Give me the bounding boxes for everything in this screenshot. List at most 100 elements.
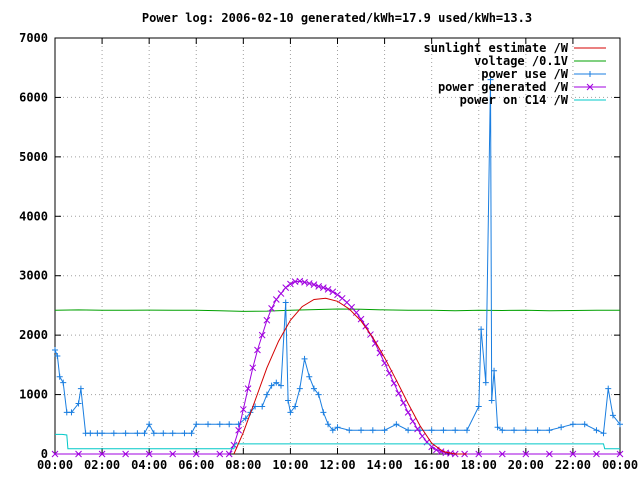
data-point [306,373,313,380]
data-point [393,421,400,428]
data-point [160,430,167,437]
y-tick-label: 6000 [19,90,48,104]
data-point [181,430,188,437]
data-point [569,450,577,458]
data-point [452,427,459,434]
y-tick-label: 2000 [19,328,48,342]
data-point [75,450,82,458]
series-power-use-w [52,76,623,437]
axes: 00:00 02:00 04:00 06:00 08:00 10:00 12:00 14:00… [19,31,638,472]
x-tick-label: 12:00 [319,458,355,472]
chart-title: Power log: 2006-02-10 generated/kWh=17.9… [142,11,532,25]
y-tick-label: 0 [41,447,48,461]
data-point [122,450,129,458]
data-point [409,417,417,425]
data-point [263,391,270,398]
data-point [192,450,200,458]
legend-label: power on C14 /W [460,93,569,107]
data-point [122,430,129,437]
data-point [358,427,365,434]
data-point [244,385,252,392]
data-point [310,385,317,392]
data-point [98,450,106,458]
data-point [60,379,67,386]
legend-label: sunlight estimate /W [424,41,569,55]
data-point [428,427,435,434]
series-layer [51,76,624,458]
data-point [487,76,494,83]
data-point [346,427,353,434]
data-point [324,286,332,293]
data-point [249,364,257,372]
data-point [188,430,195,437]
data-point [325,421,332,428]
x-tick-label: 22:00 [555,458,591,472]
data-point [230,441,238,449]
data-point [292,403,299,410]
data-point [405,427,412,434]
data-point [150,430,157,437]
data-point [320,284,327,291]
data-point [287,409,294,416]
data-point [75,400,82,407]
data-point [376,349,384,357]
data-point [369,427,376,434]
data-point [381,427,388,434]
data-point [320,409,327,416]
data-point [282,284,290,291]
data-point [51,450,59,458]
y-tick-label: 5000 [19,150,48,164]
series-line [233,297,467,455]
data-point [235,421,242,428]
data-point [395,390,403,397]
data-point [278,382,284,389]
data-point [609,412,616,419]
series-sunlight-estimate-w [233,297,467,455]
data-point [146,421,153,428]
data-point [488,397,495,404]
data-point [482,379,489,386]
series-power-generated-w [51,277,624,458]
data-point [605,385,612,392]
data-point [617,421,623,428]
data-point [534,427,541,434]
data-point [285,397,292,404]
x-tick-label: 18:00 [461,458,497,472]
data-point [110,430,117,437]
data-point [491,367,498,374]
data-point [414,425,421,433]
data-point [259,403,266,410]
series-power-on-c14-w [55,433,620,450]
data-point [400,399,407,407]
data-point [287,280,294,288]
data-point [68,409,75,416]
y-tick-label: 3000 [19,269,48,283]
data-point [546,450,553,458]
x-tick-label: 08:00 [225,458,261,472]
data-point [494,424,501,431]
data-point [499,427,506,434]
data-point [593,450,600,458]
x-tick-label: 20:00 [508,458,544,472]
data-point [254,346,261,354]
data-point [593,427,600,434]
data-point [282,299,289,306]
legend-label: voltage /0.1V [474,54,568,68]
legend-label: power generated /W [438,80,569,94]
data-point [334,291,341,299]
x-tick-label: 06:00 [178,458,214,472]
data-point [558,424,565,431]
data-point [216,450,224,458]
data-point [569,421,576,428]
data-point [99,430,106,437]
data-point [357,315,365,323]
data-point [134,430,141,437]
data-point [52,347,58,353]
data-point [475,450,483,458]
data-point [463,427,470,434]
data-point [258,331,266,339]
data-point [141,430,148,437]
data-point [511,427,518,434]
data-point [581,421,588,428]
